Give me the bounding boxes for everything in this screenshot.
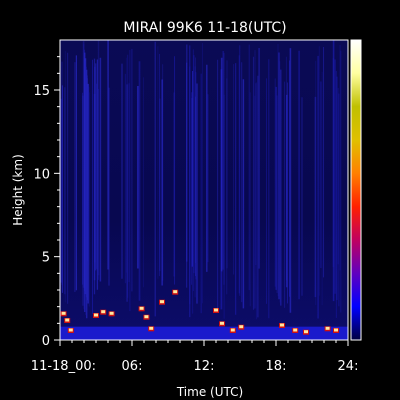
colorbar-gradient: [351, 40, 361, 340]
y-tick-label: 15: [33, 84, 50, 99]
plot-area: [59, 39, 349, 341]
y-axis-label: Height (km): [11, 154, 25, 225]
echo-core: [304, 330, 308, 334]
x-tick-label: 24:: [338, 359, 359, 374]
echo-core: [325, 326, 330, 330]
colorbar: [350, 39, 362, 341]
x-axis: 11-18_00: 06: 12: 18: 24:: [31, 340, 359, 374]
echo-core: [220, 321, 224, 325]
echo-core: [94, 313, 98, 317]
echo-core: [239, 325, 244, 329]
x-tick-label: 18:: [266, 359, 287, 374]
low-level-echo-layer: [60, 326, 348, 340]
echo-core: [334, 328, 338, 332]
x-tick-label: 06:: [122, 359, 143, 374]
y-tick-label: 5: [42, 251, 50, 266]
plot-background: [60, 40, 348, 340]
echo-core: [109, 311, 114, 315]
echo-core: [149, 326, 154, 330]
echo-core: [61, 311, 66, 315]
echo-core: [65, 318, 70, 322]
echo-core: [293, 328, 298, 332]
y-axis: 0 5 10 15: [33, 56, 60, 349]
echo-core: [101, 310, 106, 314]
echo-core: [144, 315, 149, 319]
echo-core: [173, 290, 178, 294]
echo-core: [280, 323, 284, 327]
x-tick-label: 11-18_00:: [31, 359, 96, 374]
echo-features: [60, 289, 339, 335]
y-tick-label: 0: [42, 334, 50, 349]
x-axis-label: Time (UTC): [176, 385, 243, 399]
echo-core: [230, 328, 235, 332]
colorbar-frame: [350, 39, 362, 341]
echo-core: [68, 328, 73, 332]
echo-core: [160, 300, 164, 304]
echo-streaks: [59, 40, 342, 320]
echo-core: [139, 306, 144, 310]
chart-title: MIRAI 99K6 11-18(UTC): [123, 20, 286, 36]
echo-core: [214, 308, 218, 312]
y-tick-label: 10: [33, 167, 50, 182]
x-tick-label: 12:: [194, 359, 215, 374]
